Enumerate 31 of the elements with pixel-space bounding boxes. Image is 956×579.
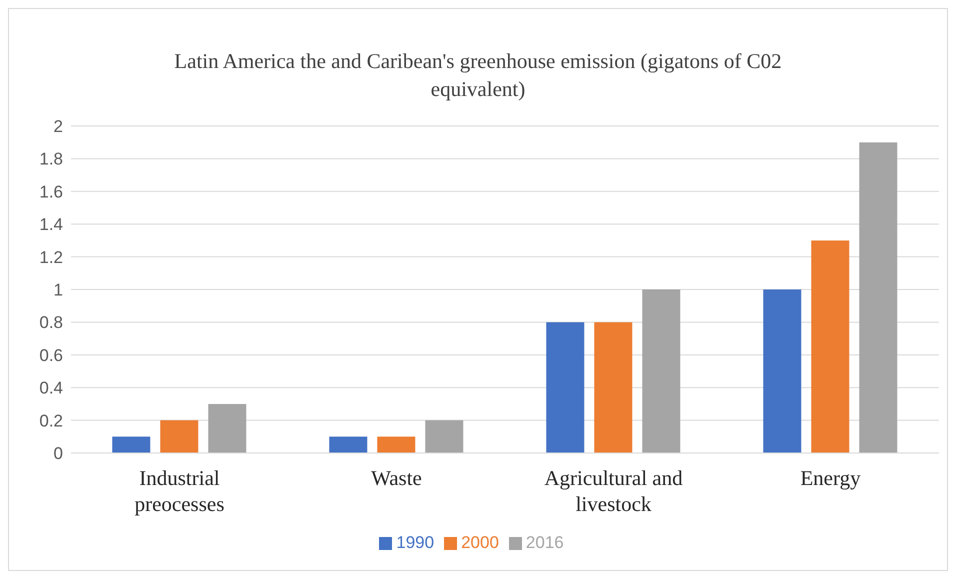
bar bbox=[208, 404, 246, 453]
bar bbox=[642, 290, 680, 453]
chart-title: Latin America the and Caribean's greenhouse emission (gigatons of C02 equivalent) bbox=[173, 48, 783, 103]
legend-label: 2000 bbox=[461, 533, 499, 552]
x-tick-label: Agricultural and livestock bbox=[544, 466, 684, 516]
bar bbox=[763, 290, 802, 453]
y-tick-label: 0.6 bbox=[39, 346, 63, 365]
bar bbox=[546, 322, 584, 453]
y-tick-label: 0 bbox=[54, 444, 63, 464]
y-tick-label: 0.4 bbox=[39, 378, 63, 398]
bar bbox=[859, 142, 898, 453]
x-tick-label: Industrial preocesses bbox=[134, 466, 224, 516]
bar bbox=[160, 420, 198, 453]
bar bbox=[811, 240, 850, 453]
bar bbox=[377, 436, 416, 453]
y-tick-label: 1 bbox=[54, 280, 63, 300]
legend-label: 1990 bbox=[396, 533, 434, 552]
x-tick-label: Waste bbox=[371, 466, 422, 490]
bar bbox=[112, 436, 150, 453]
y-tick-label: 1.4 bbox=[39, 215, 63, 234]
bar bbox=[425, 420, 464, 453]
bar bbox=[594, 322, 632, 453]
legend-label: 2016 bbox=[526, 533, 564, 552]
y-tick-label: 1.6 bbox=[39, 182, 63, 202]
y-tick-label: 1.2 bbox=[39, 248, 63, 267]
y-tick-label: 1.8 bbox=[39, 150, 63, 169]
y-tick-label: 0.2 bbox=[39, 411, 63, 430]
y-tick-label: 2 bbox=[54, 117, 63, 136]
x-tick-label: Energy bbox=[800, 466, 862, 490]
y-tick-label: 0.8 bbox=[39, 313, 63, 332]
bar bbox=[329, 436, 368, 453]
